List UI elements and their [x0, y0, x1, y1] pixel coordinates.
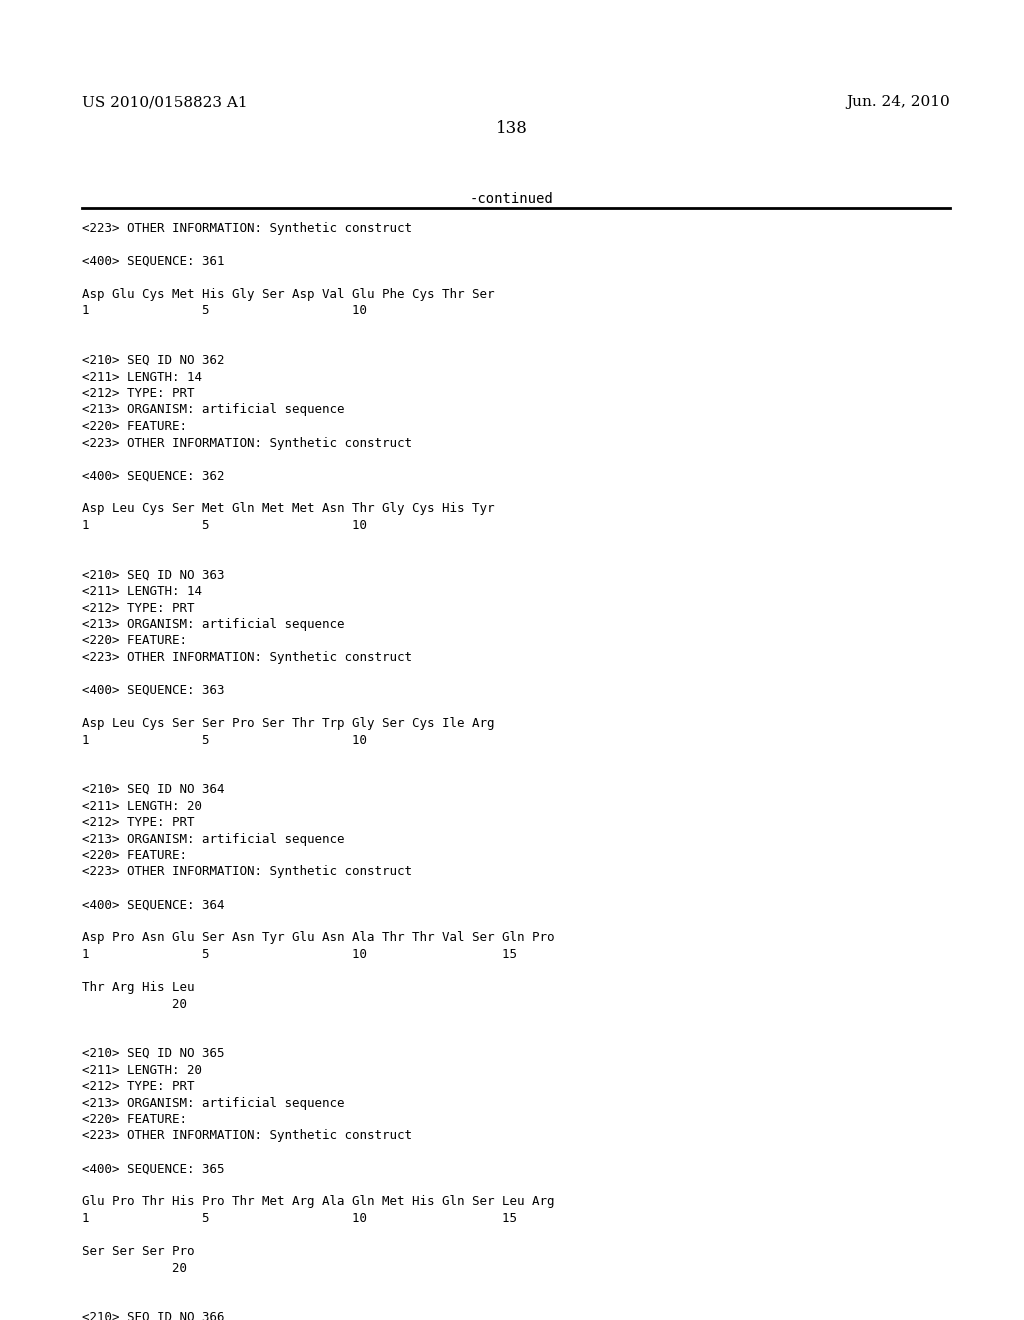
Text: <400> SEQUENCE: 362: <400> SEQUENCE: 362 [82, 470, 224, 483]
Text: <210> SEQ ID NO 366: <210> SEQ ID NO 366 [82, 1311, 224, 1320]
Text: <400> SEQUENCE: 361: <400> SEQUENCE: 361 [82, 255, 224, 268]
Text: <211> LENGTH: 14: <211> LENGTH: 14 [82, 371, 202, 384]
Text: <223> OTHER INFORMATION: Synthetic construct: <223> OTHER INFORMATION: Synthetic const… [82, 866, 412, 879]
Text: <213> ORGANISM: artificial sequence: <213> ORGANISM: artificial sequence [82, 404, 344, 417]
Text: <400> SEQUENCE: 363: <400> SEQUENCE: 363 [82, 684, 224, 697]
Text: <213> ORGANISM: artificial sequence: <213> ORGANISM: artificial sequence [82, 1097, 344, 1110]
Text: Thr Arg His Leu: Thr Arg His Leu [82, 981, 195, 994]
Text: 138: 138 [496, 120, 528, 137]
Text: <220> FEATURE:: <220> FEATURE: [82, 635, 187, 648]
Text: Glu Pro Thr His Pro Thr Met Arg Ala Gln Met His Gln Ser Leu Arg: Glu Pro Thr His Pro Thr Met Arg Ala Gln … [82, 1196, 555, 1209]
Text: Asp Leu Cys Ser Met Gln Met Met Asn Thr Gly Cys His Tyr: Asp Leu Cys Ser Met Gln Met Met Asn Thr … [82, 503, 495, 516]
Text: 20: 20 [82, 998, 187, 1011]
Text: <223> OTHER INFORMATION: Synthetic construct: <223> OTHER INFORMATION: Synthetic const… [82, 651, 412, 664]
Text: <211> LENGTH: 14: <211> LENGTH: 14 [82, 585, 202, 598]
Text: <400> SEQUENCE: 365: <400> SEQUENCE: 365 [82, 1163, 224, 1176]
Text: <211> LENGTH: 20: <211> LENGTH: 20 [82, 1064, 202, 1077]
Text: <212> TYPE: PRT: <212> TYPE: PRT [82, 1080, 195, 1093]
Text: <210> SEQ ID NO 365: <210> SEQ ID NO 365 [82, 1047, 224, 1060]
Text: <211> LENGTH: 20: <211> LENGTH: 20 [82, 800, 202, 813]
Text: <400> SEQUENCE: 364: <400> SEQUENCE: 364 [82, 899, 224, 912]
Text: <210> SEQ ID NO 362: <210> SEQ ID NO 362 [82, 354, 224, 367]
Text: 1               5                   10: 1 5 10 [82, 519, 367, 532]
Text: <213> ORGANISM: artificial sequence: <213> ORGANISM: artificial sequence [82, 833, 344, 846]
Text: 1               5                   10: 1 5 10 [82, 734, 367, 747]
Text: Asp Glu Cys Met His Gly Ser Asp Val Glu Phe Cys Thr Ser: Asp Glu Cys Met His Gly Ser Asp Val Glu … [82, 288, 495, 301]
Text: <212> TYPE: PRT: <212> TYPE: PRT [82, 816, 195, 829]
Text: <220> FEATURE:: <220> FEATURE: [82, 849, 187, 862]
Text: 1               5                   10: 1 5 10 [82, 305, 367, 318]
Text: <210> SEQ ID NO 364: <210> SEQ ID NO 364 [82, 783, 224, 796]
Text: 20: 20 [82, 1262, 187, 1275]
Text: 1               5                   10                  15: 1 5 10 15 [82, 948, 517, 961]
Text: <220> FEATURE:: <220> FEATURE: [82, 1113, 187, 1126]
Text: 1               5                   10                  15: 1 5 10 15 [82, 1212, 517, 1225]
Text: Asp Pro Asn Glu Ser Asn Tyr Glu Asn Ala Thr Thr Val Ser Gln Pro: Asp Pro Asn Glu Ser Asn Tyr Glu Asn Ala … [82, 932, 555, 945]
Text: <223> OTHER INFORMATION: Synthetic construct: <223> OTHER INFORMATION: Synthetic const… [82, 437, 412, 450]
Text: <220> FEATURE:: <220> FEATURE: [82, 420, 187, 433]
Text: -continued: -continued [470, 191, 554, 206]
Text: Ser Ser Ser Pro: Ser Ser Ser Pro [82, 1245, 195, 1258]
Text: <223> OTHER INFORMATION: Synthetic construct: <223> OTHER INFORMATION: Synthetic const… [82, 222, 412, 235]
Text: <223> OTHER INFORMATION: Synthetic construct: <223> OTHER INFORMATION: Synthetic const… [82, 1130, 412, 1143]
Text: <212> TYPE: PRT: <212> TYPE: PRT [82, 602, 195, 615]
Text: <212> TYPE: PRT: <212> TYPE: PRT [82, 387, 195, 400]
Text: Asp Leu Cys Ser Ser Pro Ser Thr Trp Gly Ser Cys Ile Arg: Asp Leu Cys Ser Ser Pro Ser Thr Trp Gly … [82, 717, 495, 730]
Text: <213> ORGANISM: artificial sequence: <213> ORGANISM: artificial sequence [82, 618, 344, 631]
Text: <210> SEQ ID NO 363: <210> SEQ ID NO 363 [82, 569, 224, 582]
Text: US 2010/0158823 A1: US 2010/0158823 A1 [82, 95, 248, 110]
Text: Jun. 24, 2010: Jun. 24, 2010 [846, 95, 950, 110]
